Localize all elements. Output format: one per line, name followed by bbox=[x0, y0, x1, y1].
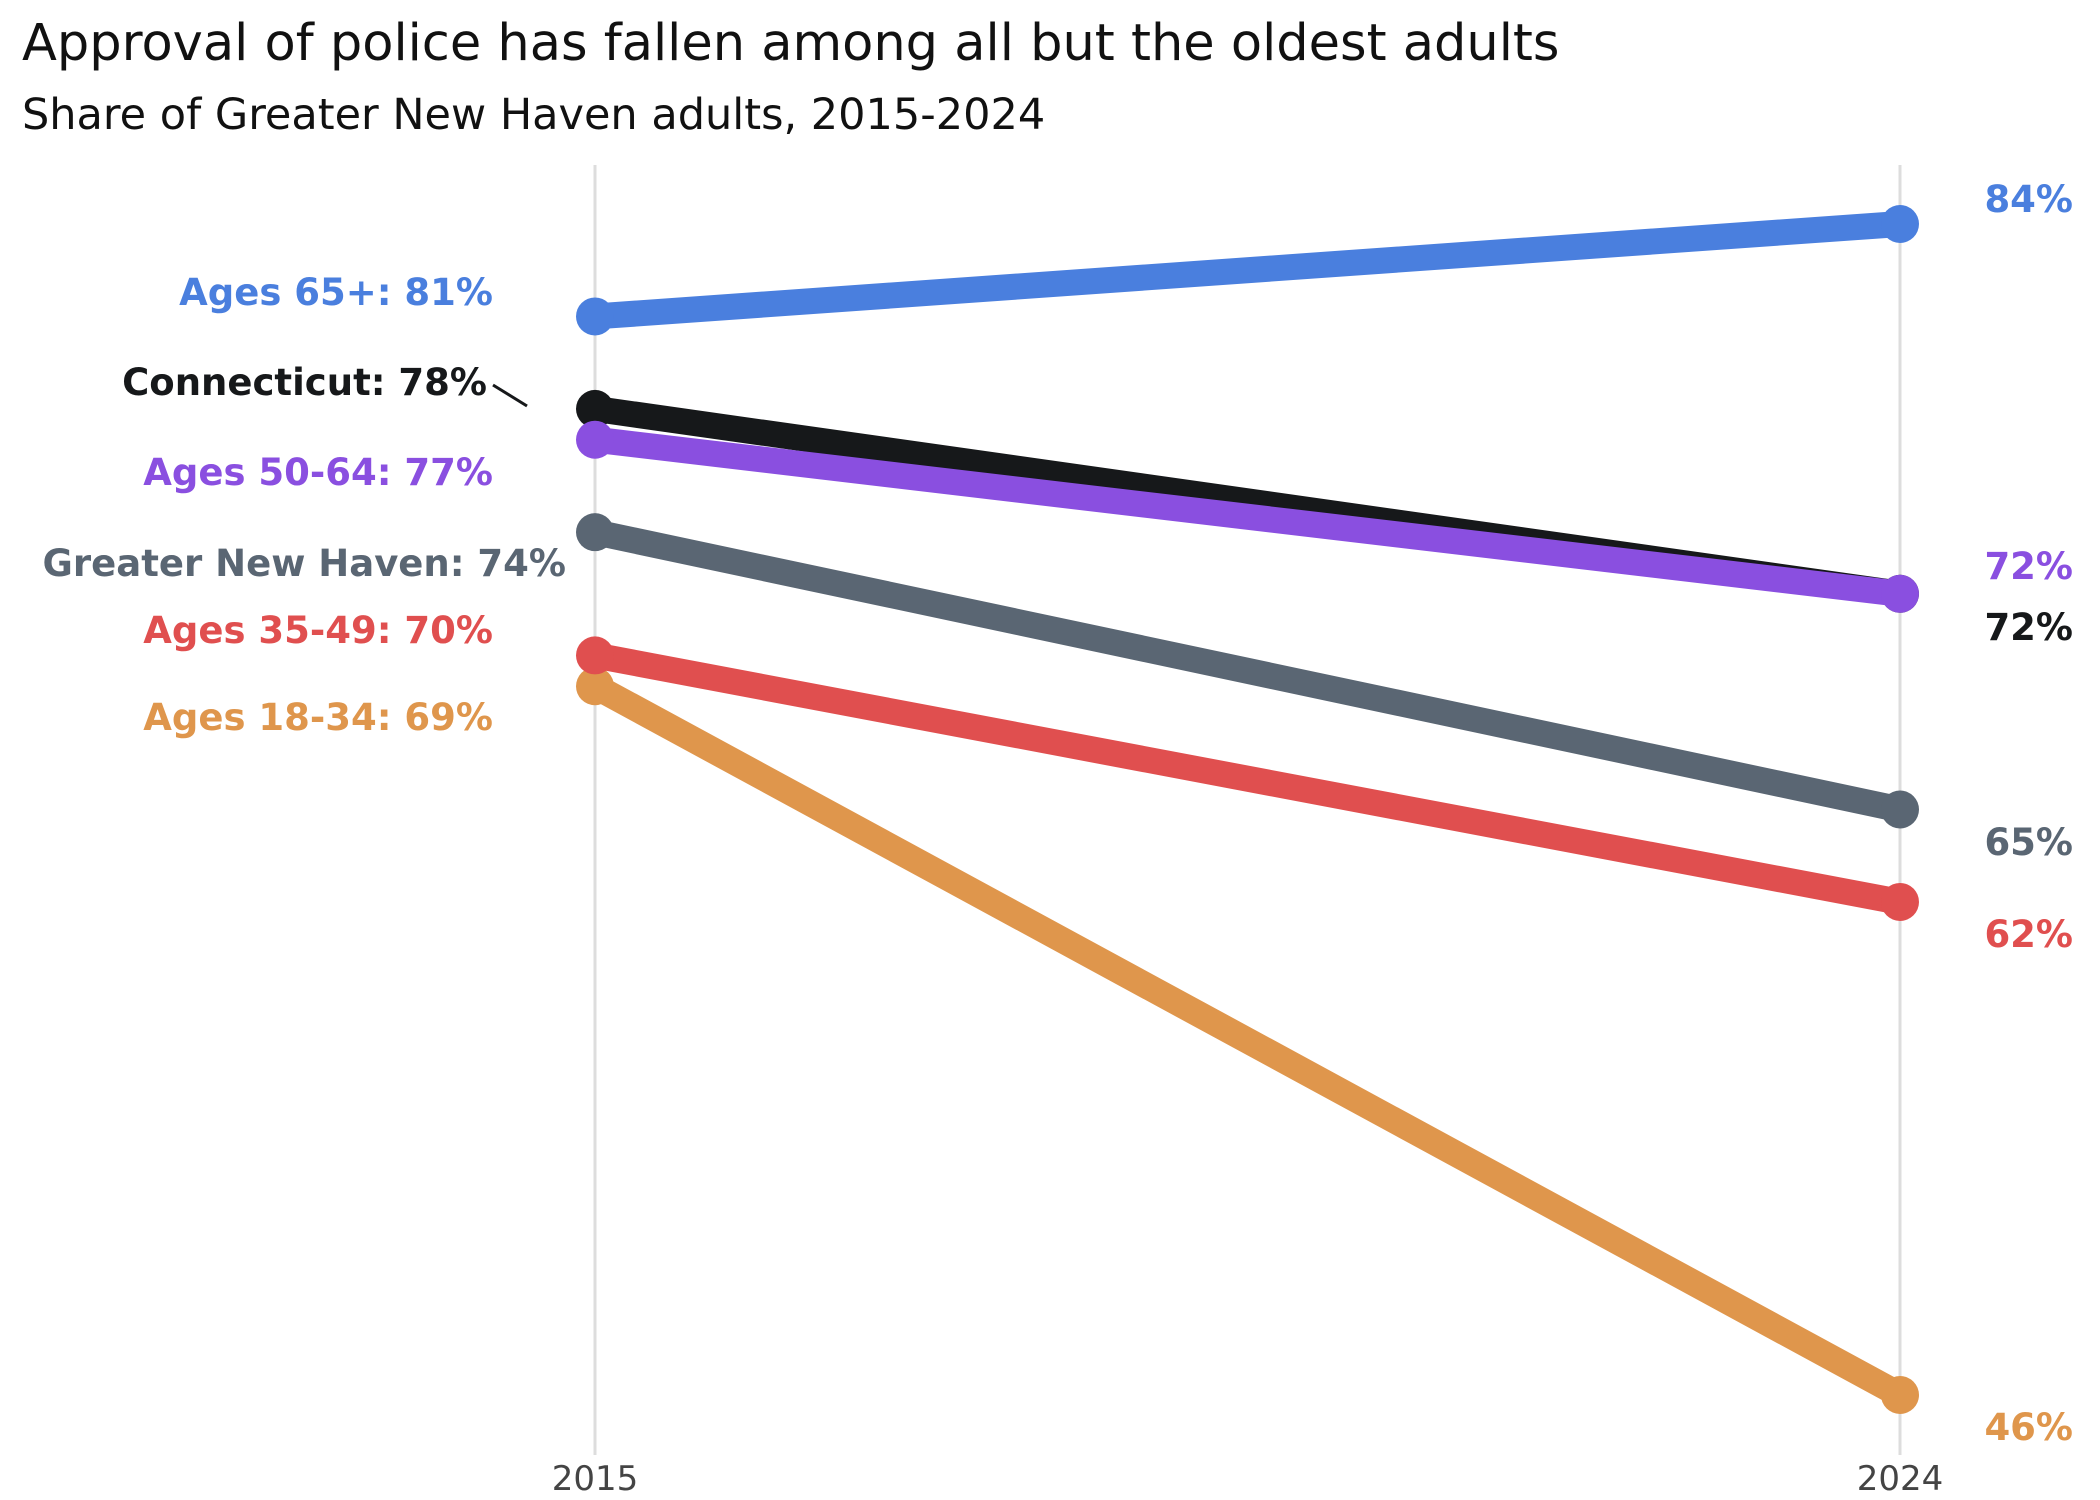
point-greater-new-haven-2024 bbox=[1881, 790, 1919, 829]
end-label-ages-65-: 84% bbox=[1984, 178, 2073, 221]
point-ages-50-64-2015 bbox=[576, 420, 614, 459]
end-label-connecticut: 72% bbox=[1984, 606, 2073, 649]
point-ages-35-49-2015 bbox=[576, 636, 614, 675]
point-ages-35-49-2024 bbox=[1881, 882, 1919, 921]
series-line-ages-18-34 bbox=[582, 673, 1913, 1408]
end-label-ages-35-49: 62% bbox=[1984, 913, 2073, 956]
series-line-ages-35-49 bbox=[582, 642, 1913, 915]
start-label-connecticut: Connecticut: 78% bbox=[122, 361, 487, 404]
start-label-greater-new-haven: Greater New Haven: 74% bbox=[43, 542, 566, 585]
x-tick-label-2024: 2024 bbox=[1857, 1459, 1944, 1499]
start-label-ages-65-: Ages 65+: 81% bbox=[179, 271, 493, 314]
connecticut-leader-line bbox=[492, 383, 528, 408]
start-label-ages-50-64: Ages 50-64: 77% bbox=[143, 451, 493, 494]
point-ages-50-64-2024 bbox=[1881, 574, 1919, 613]
chart-subtitle: Share of Greater New Haven adults, 2015-… bbox=[22, 90, 1046, 140]
series-line-ages-50-64 bbox=[582, 426, 1913, 607]
end-label-ages-18-34: 46% bbox=[1984, 1406, 2073, 1449]
start-label-ages-35-49: Ages 35-49: 70% bbox=[143, 609, 493, 652]
end-label-ages-50-64: 72% bbox=[1984, 545, 2073, 588]
point-ages-18-34-2015 bbox=[576, 667, 614, 706]
series-line-greater-new-haven bbox=[582, 519, 1913, 823]
x-tick-label-2015: 2015 bbox=[552, 1459, 639, 1499]
series-line-ages-65- bbox=[582, 211, 1913, 330]
chart-title: Approval of police has fallen among all … bbox=[22, 14, 1560, 73]
start-label-ages-18-34: Ages 18-34: 69% bbox=[143, 696, 493, 739]
point-greater-new-haven-2015 bbox=[576, 513, 614, 552]
point-ages-18-34-2024 bbox=[1881, 1376, 1919, 1414]
end-label-greater-new-haven: 65% bbox=[1984, 821, 2073, 864]
point-connecticut-2015 bbox=[576, 389, 614, 428]
point-ages-65--2024 bbox=[1881, 205, 1919, 243]
point-ages-65--2015 bbox=[576, 297, 614, 336]
